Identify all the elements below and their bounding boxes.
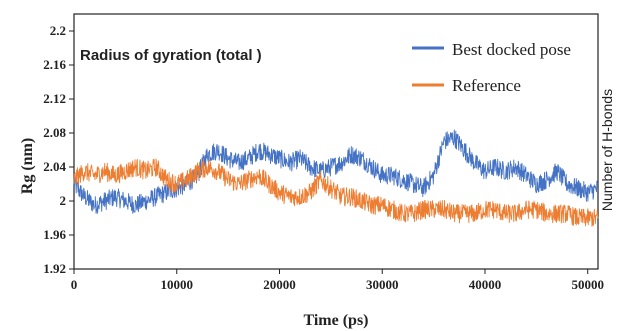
y-tick-label: 1.92 bbox=[43, 261, 66, 276]
x-tick-label: 30000 bbox=[366, 277, 399, 292]
x-tick-label: 50000 bbox=[571, 277, 604, 292]
legend-label-reference: Reference bbox=[452, 76, 521, 95]
x-tick-label: 0 bbox=[71, 277, 78, 292]
axes-layer: 1.92 1.96 2 2.04 2.08 2.12 2.16 2.2 0 10000 20000 3… bbox=[43, 23, 604, 292]
y-tick-label: 2 bbox=[60, 193, 67, 208]
x-axis-title: Time (ps) bbox=[303, 312, 368, 329]
x-tick-label: 10000 bbox=[160, 277, 193, 292]
y-tick-label: 2.2 bbox=[50, 23, 66, 38]
x-tick-label: 40000 bbox=[469, 277, 502, 292]
y-tick-label: 2.16 bbox=[43, 57, 66, 72]
legend-label-best-docked: Best docked pose bbox=[452, 40, 571, 59]
y-tick-label: 2.08 bbox=[43, 125, 66, 140]
legend: Best docked pose Reference bbox=[412, 40, 571, 95]
y-axis-title: Rg (nm) bbox=[19, 138, 36, 194]
series-layer bbox=[73, 129, 599, 227]
chart-title: Radius of gyration (total ) bbox=[80, 47, 262, 64]
x-tick-label: 20000 bbox=[263, 277, 296, 292]
y-tick-label: 2.04 bbox=[43, 159, 66, 174]
y-tick-label: 1.96 bbox=[43, 227, 66, 242]
series-line-best-docked-pose bbox=[73, 129, 599, 214]
y2-axis-title: Number of H-bonds bbox=[599, 89, 615, 211]
series-line-reference bbox=[73, 158, 599, 227]
plot-frame bbox=[73, 13, 599, 270]
y-tick-label: 2.12 bbox=[43, 91, 66, 106]
